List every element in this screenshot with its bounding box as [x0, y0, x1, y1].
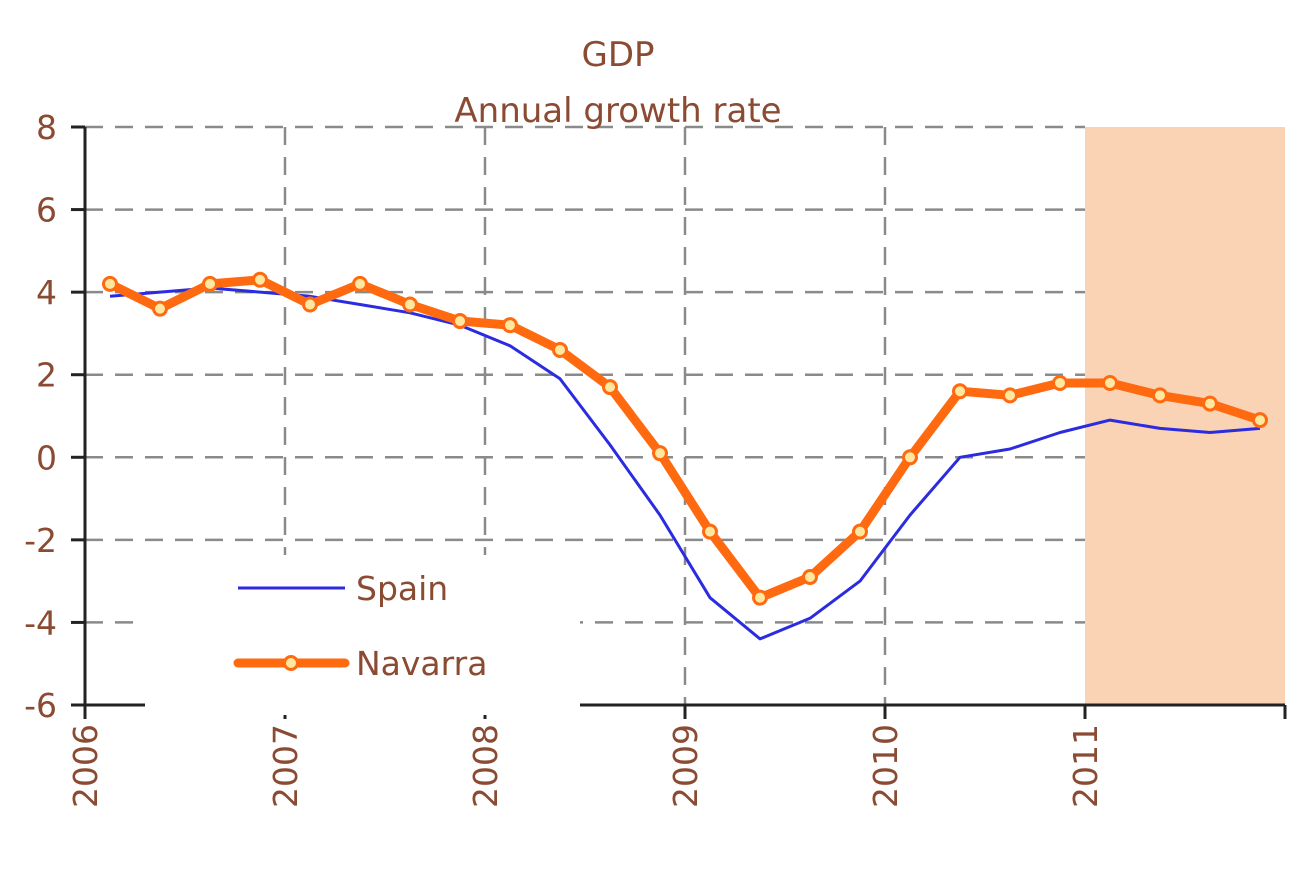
legend-marker-navarra	[283, 655, 299, 671]
data-point-navarra	[952, 383, 968, 400]
y-tick-labels: 8 6 4 2 0 -2 -4 -6	[24, 108, 57, 725]
x-tick-label: 2007	[266, 724, 305, 808]
y-tick-label: 4	[36, 273, 57, 312]
x-tick-label: 2011	[1066, 724, 1105, 808]
data-point-navarra	[552, 341, 568, 358]
chart-subtitle: Annual growth rate	[454, 91, 781, 131]
y-tick-label: 8	[36, 108, 57, 147]
data-point-navarra	[1102, 374, 1118, 391]
data-point-navarra	[752, 589, 768, 606]
legend-label-navarra: Navarra	[356, 644, 487, 683]
x-tick-label: 2006	[66, 724, 105, 808]
series-line-navarra	[105, 275, 1265, 603]
data-point-navarra	[352, 275, 368, 292]
data-point-navarra	[502, 317, 518, 334]
data-point-navarra	[852, 523, 868, 540]
data-point-navarra	[452, 313, 468, 330]
data-point-navarra	[202, 275, 218, 292]
data-point-navarra	[652, 445, 668, 462]
data-point-navarra	[152, 300, 168, 317]
x-tick-label: 2008	[466, 724, 505, 808]
data-point-navarra	[1052, 374, 1068, 391]
y-tick-label: -4	[24, 603, 57, 642]
y-tick-label: 2	[36, 356, 57, 395]
data-point-navarra	[1002, 387, 1018, 404]
y-tick-label: 6	[36, 191, 57, 230]
chart-title: GDP	[581, 35, 654, 75]
legend-label-spain: Spain	[356, 569, 448, 608]
data-point-navarra	[252, 271, 268, 288]
y-tick-label: -2	[24, 521, 57, 560]
legend-box	[145, 555, 580, 715]
x-tick-labels: 2006 2007 2008 2009 2010 2011	[66, 724, 1105, 808]
x-tick-label: 2010	[866, 724, 905, 808]
data-point-navarra	[302, 296, 318, 313]
data-point-navarra	[402, 296, 418, 313]
y-tick-label: -6	[24, 686, 57, 725]
data-point-navarra	[602, 379, 618, 396]
data-point-navarra	[1252, 412, 1268, 429]
data-point-navarra	[802, 569, 818, 586]
legend: Spain Navarra	[145, 555, 580, 715]
data-point-navarra	[902, 449, 918, 466]
data-point-navarra	[1202, 395, 1218, 412]
data-point-navarra	[102, 275, 118, 292]
data-point-navarra	[702, 523, 718, 540]
y-tick-label: 0	[36, 438, 57, 477]
series-lines	[102, 271, 1268, 641]
data-point-navarra	[1152, 387, 1168, 404]
x-tick-label: 2009	[666, 724, 705, 808]
